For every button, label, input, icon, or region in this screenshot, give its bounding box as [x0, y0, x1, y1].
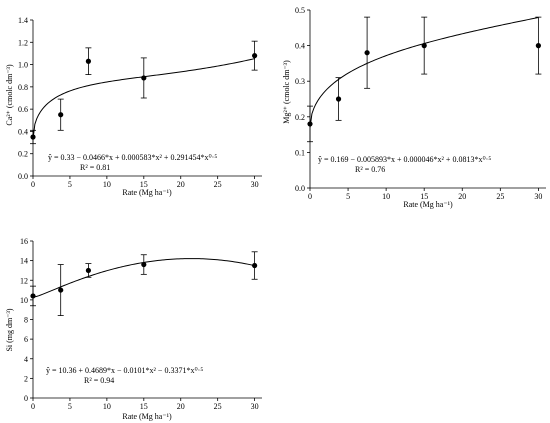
- panel-mg: Mg²⁺ (cmolc dm⁻³) Rate (Mg ha⁻¹) ŷ = 0.1…: [282, 60, 491, 209]
- y-axis-label: Ca²⁺ (cmolc dm⁻³): [5, 64, 14, 126]
- data-point: [141, 75, 147, 81]
- x-tick-label: 10: [382, 192, 390, 201]
- x-tick-label: 10: [103, 180, 111, 189]
- x-tick-label: 20: [177, 402, 185, 411]
- y-tick-label: 0.3: [295, 77, 305, 86]
- y-tick-label: 0.1: [295, 148, 305, 157]
- fit-equation: ŷ = 0.169 − 0.005893*x + 0.000046*x² + 0…: [318, 155, 491, 164]
- data-point: [141, 261, 147, 268]
- x-tick-label: 0: [308, 192, 312, 201]
- y-tick-label: 0: [24, 394, 28, 403]
- x-tick-label: 0: [31, 402, 35, 411]
- y-axis-label: Mg²⁺ (cmolc dm⁻³): [282, 60, 291, 124]
- y-tick-label: 14: [20, 257, 28, 266]
- y-tick-label: 16: [20, 237, 28, 246]
- x-tick-label: 20: [458, 192, 466, 201]
- y-tick-label: 0.5: [295, 6, 305, 15]
- y-tick-label: 4: [24, 355, 28, 364]
- x-tick-label: 30: [534, 192, 542, 201]
- y-tick-label: 1.2: [18, 38, 28, 47]
- y-tick-label: 6: [24, 335, 28, 344]
- y-tick-label: 1.0: [18, 61, 28, 70]
- data-point: [30, 134, 36, 140]
- data-point: [85, 58, 92, 64]
- x-axis-label: Rate (Mg ha⁻¹): [122, 188, 172, 197]
- data-point: [58, 112, 64, 118]
- data-point: [30, 293, 36, 299]
- data-point: [58, 287, 64, 293]
- x-tick-label: 15: [140, 402, 148, 411]
- x-tick-label: 5: [68, 402, 72, 411]
- y-tick-label: 1.4: [18, 16, 28, 25]
- data-point: [252, 262, 258, 269]
- x-tick-label: 5: [346, 192, 350, 201]
- y-tick-label: 12: [20, 276, 28, 285]
- panel-ca: Ca²⁺ (cmolc dm⁻³) Rate (Mg ha⁻¹) ŷ = 0.3…: [5, 64, 217, 197]
- y-tick-label: 0.6: [18, 105, 28, 114]
- y-tick-label: 0.4: [295, 42, 305, 51]
- y-tick-label: 8: [24, 316, 28, 325]
- data-point: [307, 121, 313, 127]
- x-tick-label: 15: [140, 180, 148, 189]
- y-tick-label: 0.4: [18, 127, 28, 136]
- y-tick-label: 0.8: [18, 83, 28, 92]
- x-tick-label: 30: [251, 402, 259, 411]
- x-axis-label: Rate (Mg ha⁻¹): [122, 412, 172, 421]
- data-point: [421, 43, 427, 49]
- y-tick-label: 0.2: [18, 150, 28, 159]
- x-axis-label: Rate (Mg ha⁻¹): [403, 200, 453, 209]
- fit-equation: ŷ = 0.33 − 0.0466*x + 0.000583*x² + 0.29…: [48, 153, 217, 162]
- x-tick-label: 15: [420, 192, 428, 201]
- data-point: [335, 96, 342, 102]
- y-tick-label: 2: [24, 374, 28, 383]
- fit-equation: ŷ = 10.36 + 0.4689*x − 0.0101*x² − 0.337…: [46, 366, 203, 375]
- x-tick-label: 20: [177, 180, 185, 189]
- r-squared: R² = 0.81: [80, 163, 110, 172]
- data-point: [252, 53, 258, 59]
- x-tick-label: 30: [251, 180, 259, 189]
- x-tick-label: 10: [103, 402, 111, 411]
- x-tick-label: 5: [68, 180, 72, 189]
- panel-si: Si (mg dm⁻³) Rate (Mg ha⁻¹) ŷ = 10.36 + …: [5, 308, 203, 421]
- data-point: [535, 43, 541, 49]
- data-point: [364, 50, 370, 56]
- r-squared: R² = 0.76: [355, 165, 385, 174]
- r-squared: R² = 0.94: [84, 376, 114, 385]
- data-point: [85, 267, 92, 274]
- x-tick-label: 25: [214, 402, 222, 411]
- x-tick-label: 0: [31, 180, 35, 189]
- y-tick-label: 0.0: [18, 172, 28, 181]
- y-axis-label: Si (mg dm⁻³): [5, 308, 14, 351]
- y-tick-label: 0.2: [295, 113, 305, 122]
- y-tick-label: 10: [20, 296, 28, 305]
- y-tick-label: 0.0: [295, 184, 305, 193]
- x-tick-label: 25: [214, 180, 222, 189]
- x-tick-label: 25: [496, 192, 504, 201]
